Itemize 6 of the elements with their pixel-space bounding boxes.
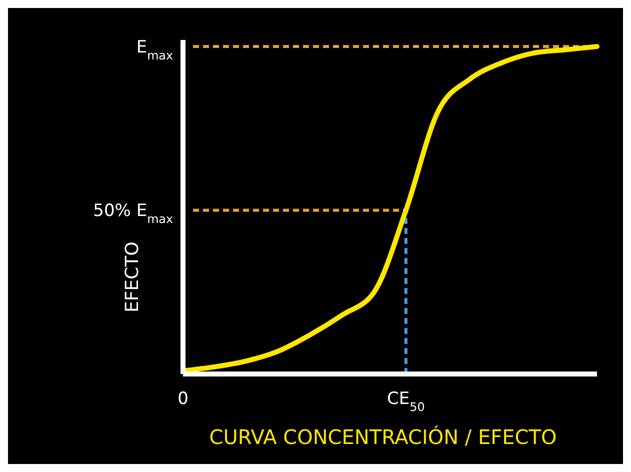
ref-line-label: E$_{max}$ [136,38,173,62]
y-axis-title: EFECTO [122,242,143,312]
x-axis-title: CURVA CONCENTRACIÓN / EFECTO [209,425,557,449]
x-tick-label: CE$_{50}$ [387,389,425,414]
x-tick-label: 0 [178,389,188,409]
ref-line-label: 50% E$_{max}$ [93,201,173,226]
